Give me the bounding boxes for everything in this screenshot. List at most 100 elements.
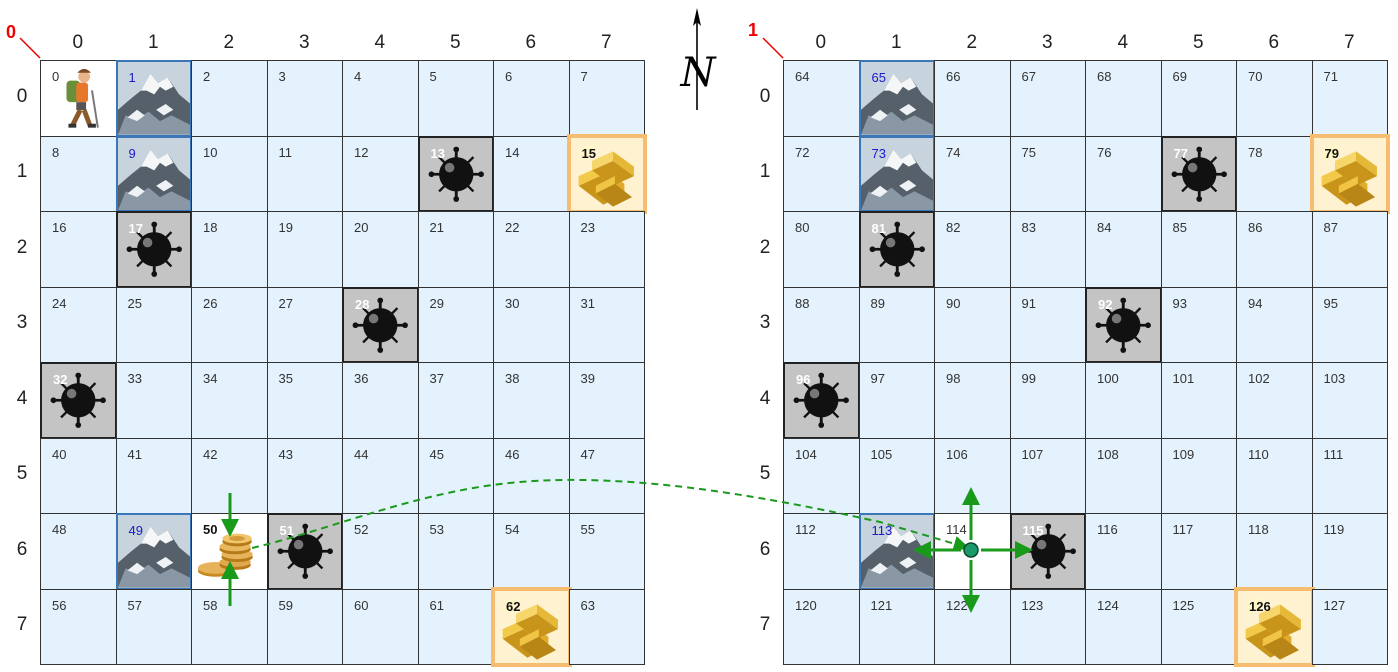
- grid-cell-empty[interactable]: 47: [568, 437, 645, 514]
- grid-cell-empty[interactable]: 118: [1236, 513, 1313, 590]
- grid-cell-mountain[interactable]: 73: [858, 135, 935, 212]
- grid-cell-empty[interactable]: 103: [1311, 362, 1388, 439]
- grid-cell-gold[interactable]: 126: [1234, 586, 1315, 667]
- grid-cell-empty[interactable]: 93: [1160, 286, 1237, 363]
- grid-cell-empty[interactable]: 37: [417, 362, 494, 439]
- grid-cell-mine[interactable]: 51: [266, 513, 343, 590]
- grid-cell-mine[interactable]: 115: [1009, 513, 1086, 590]
- grid-cell-empty[interactable]: 109: [1160, 437, 1237, 514]
- grid-cell-empty[interactable]: 43: [266, 437, 343, 514]
- grid-cell-empty[interactable]: 91: [1009, 286, 1086, 363]
- grid-cell-empty[interactable]: 64: [783, 60, 860, 137]
- grid-cell-empty[interactable]: 42: [191, 437, 268, 514]
- grid-cell-empty[interactable]: 127: [1311, 588, 1388, 665]
- grid-cell-empty[interactable]: 3: [266, 60, 343, 137]
- grid-cell-empty[interactable]: 112: [783, 513, 860, 590]
- grid-cell-empty[interactable]: 24: [40, 286, 117, 363]
- grid-cell-empty[interactable]: 107: [1009, 437, 1086, 514]
- grid-cell-mine[interactable]: 28: [342, 286, 419, 363]
- grid-cell-empty[interactable]: 21: [417, 211, 494, 288]
- grid-cell-empty[interactable]: 105: [858, 437, 935, 514]
- grid-cell-empty[interactable]: 14: [493, 135, 570, 212]
- grid-cell-mine[interactable]: 13: [417, 135, 494, 212]
- grid-cell-empty[interactable]: 7: [568, 60, 645, 137]
- grid-cell-empty[interactable]: 111: [1311, 437, 1388, 514]
- grid-cell-mine[interactable]: 92: [1085, 286, 1162, 363]
- grid-cell-empty[interactable]: 48: [40, 513, 117, 590]
- grid-cell-empty[interactable]: 88: [783, 286, 860, 363]
- grid-cell-empty[interactable]: 74: [934, 135, 1011, 212]
- grid-cell-empty[interactable]: 56: [40, 588, 117, 665]
- grid-cell-empty[interactable]: 75: [1009, 135, 1086, 212]
- grid-cell-empty[interactable]: 11: [266, 135, 343, 212]
- grid-cell-empty[interactable]: 122: [934, 588, 1011, 665]
- grid-cell-empty[interactable]: 25: [115, 286, 192, 363]
- grid-cell-empty[interactable]: 10: [191, 135, 268, 212]
- grid-cell-empty[interactable]: 36: [342, 362, 419, 439]
- grid-cell-empty[interactable]: 117: [1160, 513, 1237, 590]
- grid-cell-empty[interactable]: 85: [1160, 211, 1237, 288]
- grid-cell-empty[interactable]: 116: [1085, 513, 1162, 590]
- grid-cell-empty[interactable]: 60: [342, 588, 419, 665]
- grid-cell-empty[interactable]: 19: [266, 211, 343, 288]
- grid-cell-empty[interactable]: 71: [1311, 60, 1388, 137]
- grid-cell-empty[interactable]: 67: [1009, 60, 1086, 137]
- grid-cell-empty[interactable]: 8: [40, 135, 117, 212]
- grid-cell-empty[interactable]: 84: [1085, 211, 1162, 288]
- grid-cell-empty[interactable]: 90: [934, 286, 1011, 363]
- grid-cell-empty[interactable]: 70: [1236, 60, 1313, 137]
- grid-cell-gold[interactable]: 79: [1309, 133, 1390, 214]
- grid-cell-empty[interactable]: 55: [568, 513, 645, 590]
- grid-cell-empty[interactable]: 66: [934, 60, 1011, 137]
- grid-cell-empty[interactable]: 87: [1311, 211, 1388, 288]
- grid-cell-empty[interactable]: 59: [266, 588, 343, 665]
- grid-cell-empty[interactable]: 57: [115, 588, 192, 665]
- grid-cell-empty[interactable]: 53: [417, 513, 494, 590]
- grid-cell-empty[interactable]: 86: [1236, 211, 1313, 288]
- grid-cell-empty[interactable]: 68: [1085, 60, 1162, 137]
- grid-cell-empty[interactable]: 72: [783, 135, 860, 212]
- grid-cell-empty[interactable]: 100: [1085, 362, 1162, 439]
- grid-cell-empty[interactable]: 119: [1311, 513, 1388, 590]
- grid-cell-empty[interactable]: 104: [783, 437, 860, 514]
- grid-cell-empty[interactable]: 120: [783, 588, 860, 665]
- grid-cell-mountain[interactable]: 49: [115, 513, 192, 590]
- grid-cell-empty[interactable]: 69: [1160, 60, 1237, 137]
- grid-cell-empty[interactable]: 61: [417, 588, 494, 665]
- grid-cell-mine[interactable]: 96: [783, 362, 860, 439]
- grid-cell-hiker[interactable]: 0: [40, 60, 117, 137]
- grid-cell-mountain[interactable]: 65: [858, 60, 935, 137]
- grid-cell-empty[interactable]: 101: [1160, 362, 1237, 439]
- grid-cell-empty[interactable]: 82: [934, 211, 1011, 288]
- grid-cell-empty[interactable]: 98: [934, 362, 1011, 439]
- grid-cell-gold[interactable]: 62: [491, 586, 572, 667]
- grid-cell-empty[interactable]: 41: [115, 437, 192, 514]
- grid-cell-empty[interactable]: 33: [115, 362, 192, 439]
- grid-cell-empty[interactable]: 83: [1009, 211, 1086, 288]
- grid-cell-empty[interactable]: 76: [1085, 135, 1162, 212]
- grid-cell-empty[interactable]: 54: [493, 513, 570, 590]
- grid-cell-empty[interactable]: 63: [568, 588, 645, 665]
- grid-cell-empty[interactable]: 97: [858, 362, 935, 439]
- grid-cell-empty[interactable]: 102: [1236, 362, 1313, 439]
- grid-cell-empty[interactable]: 106: [934, 437, 1011, 514]
- grid-cell-empty[interactable]: 121: [858, 588, 935, 665]
- grid-cell-empty[interactable]: 40: [40, 437, 117, 514]
- grid-cell-empty[interactable]: 34: [191, 362, 268, 439]
- grid-cell-target[interactable]: 114: [934, 513, 1011, 590]
- grid-cell-empty[interactable]: 20: [342, 211, 419, 288]
- grid-cell-mountain[interactable]: 9: [115, 135, 192, 212]
- grid-cell-gold[interactable]: 15: [566, 133, 647, 214]
- grid-cell-empty[interactable]: 94: [1236, 286, 1313, 363]
- grid-cell-empty[interactable]: 27: [266, 286, 343, 363]
- grid-cell-empty[interactable]: 110: [1236, 437, 1313, 514]
- grid-cell-empty[interactable]: 16: [40, 211, 117, 288]
- grid-cell-empty[interactable]: 46: [493, 437, 570, 514]
- grid-cell-empty[interactable]: 23: [568, 211, 645, 288]
- grid-cell-empty[interactable]: 22: [493, 211, 570, 288]
- grid-cell-empty[interactable]: 6: [493, 60, 570, 137]
- grid-cell-empty[interactable]: 18: [191, 211, 268, 288]
- grid-cell-empty[interactable]: 30: [493, 286, 570, 363]
- grid-cell-empty[interactable]: 12: [342, 135, 419, 212]
- grid-cell-mine[interactable]: 81: [858, 211, 935, 288]
